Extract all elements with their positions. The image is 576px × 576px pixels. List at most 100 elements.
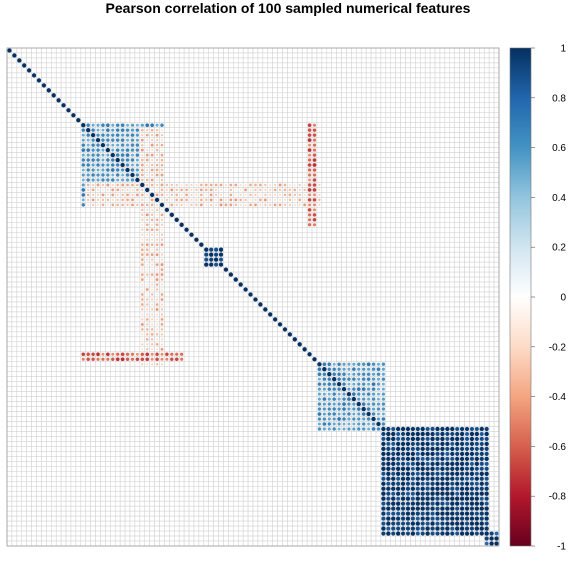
heatmap-cell (31, 97, 37, 104)
correlation-circle (312, 123, 317, 127)
correlation-circle (33, 179, 35, 181)
heatmap-cell (6, 102, 13, 109)
correlation-circle (279, 65, 281, 66)
heatmap-cell (410, 157, 416, 163)
correlation-circle (274, 154, 276, 156)
heatmap-cell (218, 97, 224, 104)
correlation-circle (156, 104, 158, 106)
correlation-circle (14, 60, 15, 61)
heatmap-cell (434, 72, 441, 79)
heatmap-cell (237, 87, 244, 94)
correlation-circle (451, 65, 453, 66)
heatmap-cell (124, 127, 131, 133)
correlation-circle (210, 94, 212, 96)
correlation-circle (225, 144, 227, 146)
heatmap-cell (415, 112, 421, 118)
correlation-circle (348, 134, 350, 136)
heatmap-cell (237, 47, 244, 54)
correlation-circle (81, 148, 86, 152)
heatmap-cell (178, 167, 185, 173)
heatmap-cell (341, 127, 347, 133)
correlation-circle (166, 114, 168, 116)
heatmap-cell (218, 142, 224, 148)
correlation-circle (166, 99, 168, 101)
correlation-circle (294, 114, 296, 116)
heatmap-cell (85, 117, 91, 123)
heatmap-cell (459, 107, 465, 113)
heatmap-cell (488, 167, 495, 173)
heatmap-cell (188, 67, 195, 74)
heatmap-cell (488, 157, 495, 163)
heatmap-cell (188, 82, 195, 89)
heatmap-cell (454, 72, 460, 79)
correlation-circle (151, 89, 153, 91)
correlation-circle (437, 50, 438, 51)
heatmap-cell (370, 137, 377, 143)
correlation-circle (417, 99, 419, 101)
correlation-circle (466, 124, 468, 126)
heatmap-cell (449, 102, 455, 109)
heatmap-cell (70, 177, 77, 183)
heatmap-cell (429, 62, 436, 69)
correlation-circle (132, 104, 133, 106)
heatmap-cell (257, 157, 264, 163)
heatmap-cell (110, 177, 116, 183)
heatmap-cell (316, 132, 323, 138)
heatmap-cell (105, 102, 111, 109)
correlation-circle (96, 173, 100, 177)
heatmap-cell (183, 157, 190, 163)
heatmap-cell (41, 152, 47, 158)
heatmap-cell (341, 112, 347, 118)
correlation-circle (279, 164, 281, 166)
heatmap-cell (247, 112, 254, 118)
correlation-circle (299, 55, 301, 56)
heatmap-cell (321, 77, 328, 84)
heatmap-cell (80, 172, 86, 178)
heatmap-cell (218, 122, 224, 128)
heatmap-cell (336, 47, 342, 54)
heatmap-cell (390, 137, 396, 143)
heatmap-cell (16, 62, 23, 69)
heatmap-cell (233, 182, 239, 188)
heatmap-cell (139, 92, 146, 99)
heatmap-cell (188, 172, 195, 178)
heatmap-cell (341, 87, 347, 94)
correlation-circle (28, 79, 30, 81)
heatmap-cell (193, 177, 200, 183)
correlation-circle (333, 104, 335, 106)
correlation-circle (368, 84, 369, 86)
heatmap-cell (282, 162, 288, 168)
heatmap-cell (110, 92, 116, 99)
correlation-circle (358, 179, 360, 181)
correlation-circle (230, 50, 232, 51)
heatmap-cell (11, 152, 18, 158)
heatmap-cell (237, 122, 244, 128)
heatmap-cell (405, 82, 411, 89)
correlation-circle (407, 70, 409, 71)
correlation-circle (446, 75, 448, 76)
correlation-circle (196, 104, 197, 106)
heatmap-cell (95, 107, 101, 113)
heatmap-cell (41, 162, 47, 168)
correlation-circle (378, 124, 379, 126)
heatmap-cell (444, 152, 451, 158)
heatmap-cell (85, 57, 91, 64)
heatmap-cell (405, 87, 411, 94)
heatmap-cell (483, 107, 490, 113)
heatmap-cell (134, 102, 141, 109)
correlation-circle (196, 114, 197, 116)
heatmap-cell (370, 162, 377, 168)
correlation-circle (215, 94, 217, 96)
correlation-circle (437, 109, 438, 111)
heatmap-cell (26, 62, 32, 69)
heatmap-cell (149, 142, 155, 148)
heatmap-cell (154, 87, 160, 94)
heatmap-cell (454, 52, 460, 59)
correlation-circle (220, 114, 222, 116)
heatmap-cell (124, 82, 131, 89)
heatmap-cell (449, 67, 455, 74)
heatmap-cell (11, 67, 18, 74)
heatmap-cell (282, 167, 288, 173)
correlation-circle (481, 80, 483, 81)
heatmap-cell (149, 167, 155, 173)
